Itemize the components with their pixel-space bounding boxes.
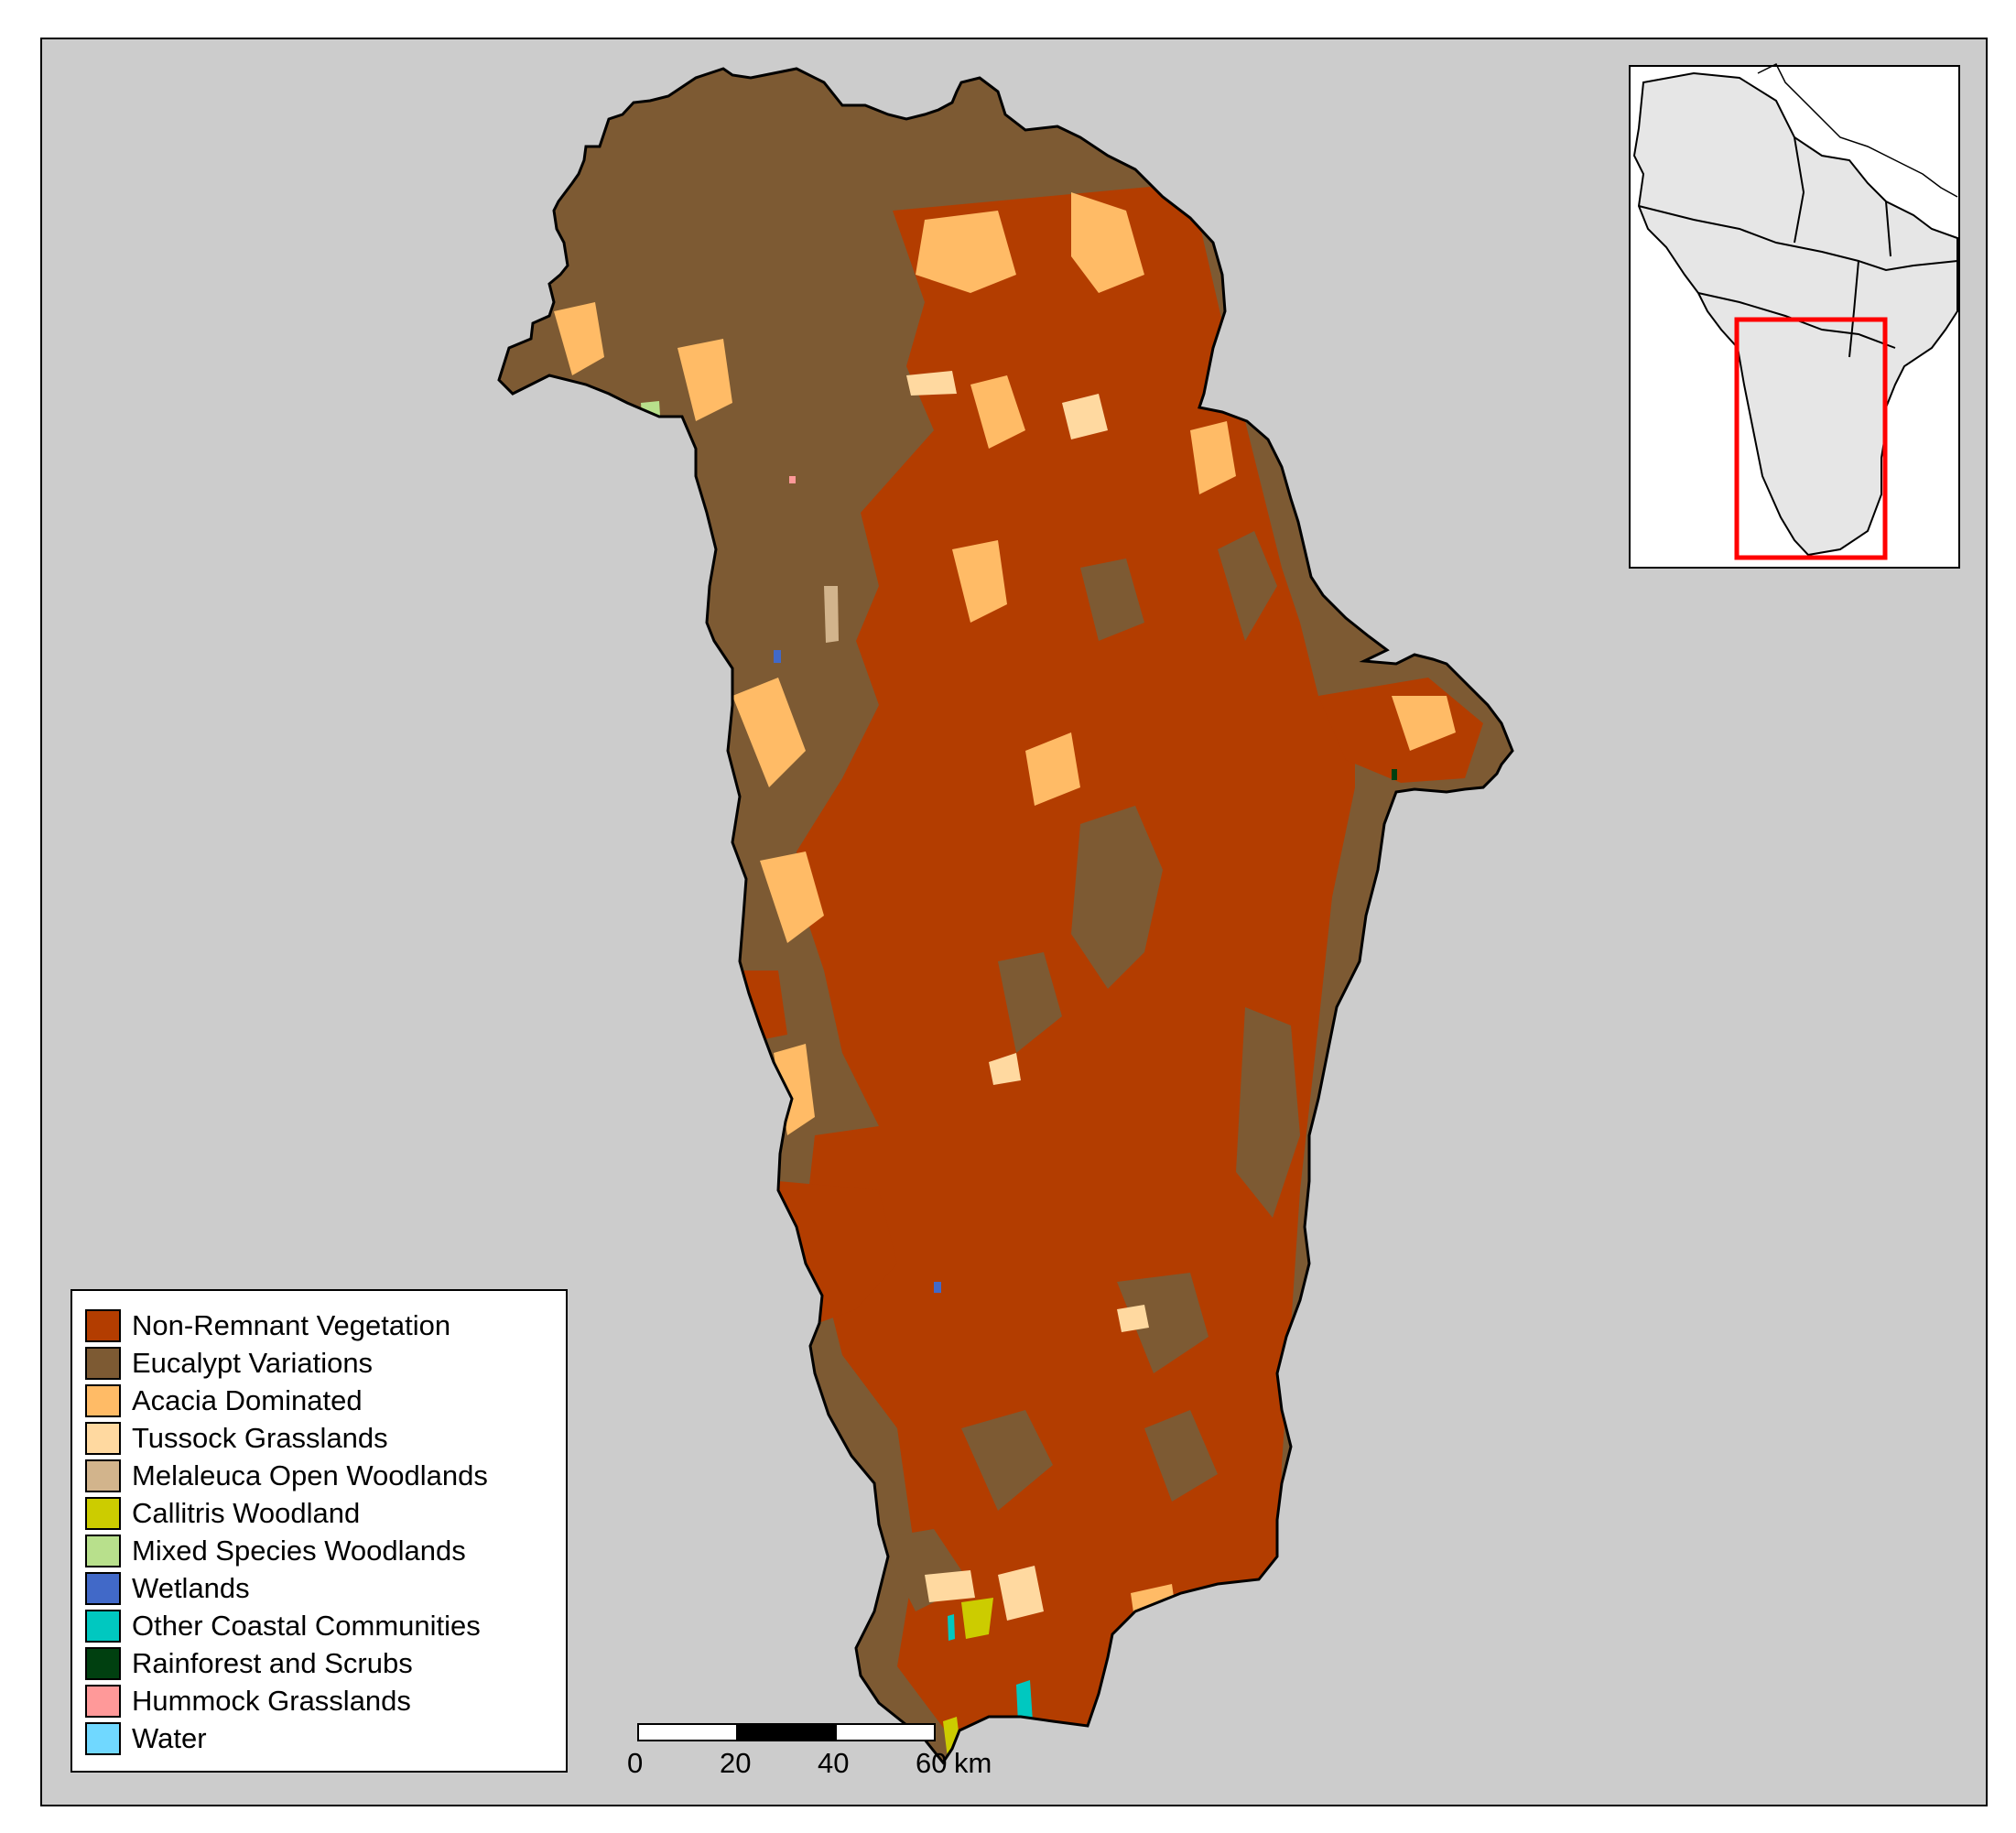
legend-label: Callitris Woodland [132, 1497, 361, 1529]
legend-item: Acacia Dominated [85, 1383, 363, 1419]
legend-swatch [85, 1497, 121, 1530]
scale-tick-0: 0 [627, 1747, 644, 1779]
inset-extent-box [1734, 317, 1888, 560]
scale-tick-40: 40 [818, 1747, 850, 1779]
legend-swatch [85, 1347, 121, 1380]
scale-tick-20: 20 [720, 1747, 752, 1779]
legend-label: Mixed Species Woodlands [132, 1535, 466, 1567]
locator-map-icon [1629, 62, 1960, 569]
legend-label: Other Coastal Communities [132, 1610, 481, 1642]
legend-label: Acacia Dominated [132, 1384, 363, 1416]
legend-swatch [85, 1610, 121, 1643]
legend-item: Tussock Grasslands [85, 1420, 388, 1457]
legend-item: Mixed Species Woodlands [85, 1533, 466, 1569]
legend-item: Wetlands [85, 1570, 250, 1607]
scale-tick-60: 60 [916, 1747, 948, 1779]
legend-item: Hummock Grasslands [85, 1683, 411, 1719]
legend-label: Rainforest and Scrubs [132, 1647, 413, 1679]
legend-item: Melaleuca Open Woodlands [85, 1458, 488, 1494]
legend-item: Callitris Woodland [85, 1495, 360, 1532]
legend-label: Wetlands [132, 1572, 250, 1604]
legend-label: Tussock Grasslands [132, 1422, 388, 1454]
legend-swatch [85, 1572, 121, 1605]
legend: Non-Remnant Vegetation Eucalypt Variatio… [70, 1289, 568, 1773]
legend-label: Water [132, 1722, 207, 1754]
legend-label: Hummock Grasslands [132, 1685, 411, 1717]
scale-bar [637, 1723, 936, 1741]
catchment-boundary [497, 67, 1514, 1765]
legend-swatch [85, 1685, 121, 1718]
legend-swatch [85, 1647, 121, 1680]
legend-label: Melaleuca Open Woodlands [132, 1459, 488, 1491]
legend-swatch [85, 1535, 121, 1567]
legend-item: Non-Remnant Vegetation [85, 1307, 450, 1344]
legend-swatch [85, 1422, 121, 1455]
legend-item: Water [85, 1720, 207, 1757]
legend-label: Non-Remnant Vegetation [132, 1309, 451, 1341]
legend-label: Eucalypt Variations [132, 1347, 374, 1379]
scale-unit: km [954, 1747, 992, 1779]
legend-swatch [85, 1309, 121, 1342]
inset-region-land [1632, 71, 1958, 557]
legend-item: Other Coastal Communities [85, 1608, 481, 1644]
legend-item: Rainforest and Scrubs [85, 1645, 413, 1682]
legend-item: Eucalypt Variations [85, 1345, 373, 1382]
legend-swatch [85, 1459, 121, 1492]
legend-swatch [85, 1722, 121, 1755]
legend-swatch [85, 1384, 121, 1417]
